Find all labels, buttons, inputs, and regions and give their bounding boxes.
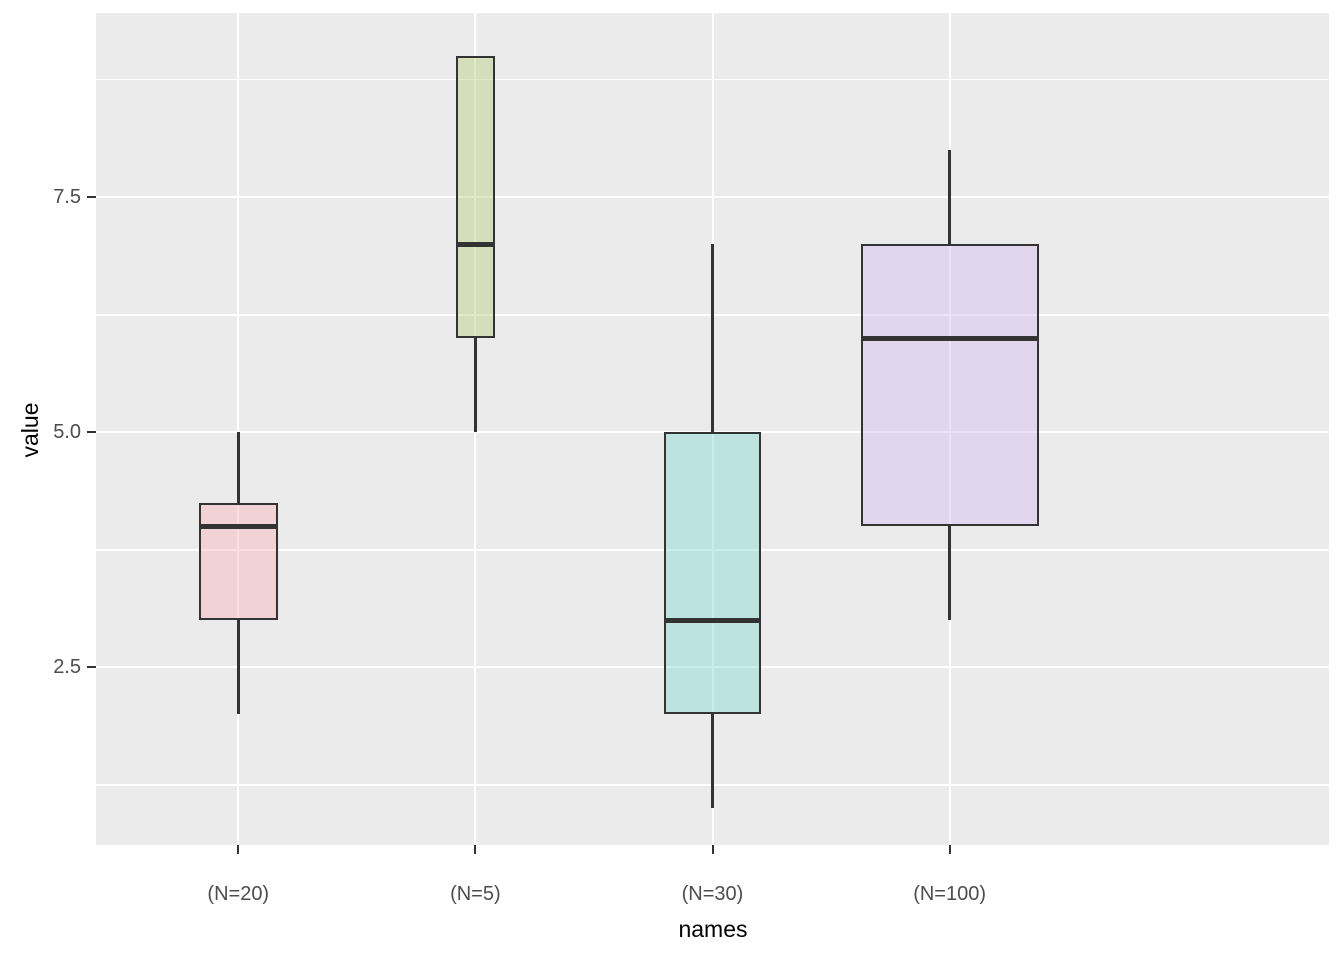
box-upper-whisker — [237, 432, 240, 503]
box-lower-whisker — [474, 338, 477, 433]
plot-panel — [96, 13, 1329, 845]
box-median — [198, 523, 279, 529]
y-tick — [87, 431, 96, 434]
box-lower-whisker — [237, 620, 240, 715]
y-tick-label: 2.5 — [53, 656, 81, 679]
x-tick — [237, 845, 240, 854]
gridline-major-x — [948, 13, 951, 845]
x-tick-label: (N=5) — [450, 883, 501, 905]
x-tick — [474, 845, 477, 854]
box-median — [860, 335, 1039, 341]
x-tick-label: (N=20) — [207, 883, 270, 905]
x-tick-label: (N=30) — [681, 883, 744, 905]
box-iqr — [860, 244, 1039, 527]
x-tick-label: (N=100) — [913, 883, 987, 905]
box-iqr — [455, 56, 496, 339]
y-tick-label: 5.0 — [53, 421, 81, 444]
box-median — [663, 617, 762, 623]
box-lower-whisker — [711, 714, 714, 809]
box-upper-whisker — [711, 244, 714, 433]
box-iqr — [663, 432, 762, 715]
x-axis-title: names — [678, 916, 748, 942]
box-lower-whisker — [948, 526, 951, 621]
y-tick-label: 7.5 — [53, 186, 81, 209]
box-median — [455, 241, 496, 247]
y-tick — [87, 196, 96, 199]
x-tick — [948, 845, 951, 854]
box-iqr — [198, 502, 279, 621]
x-tick — [711, 845, 714, 854]
y-tick — [87, 666, 96, 669]
gridline-major-x — [237, 13, 240, 845]
box-upper-whisker — [948, 150, 951, 245]
